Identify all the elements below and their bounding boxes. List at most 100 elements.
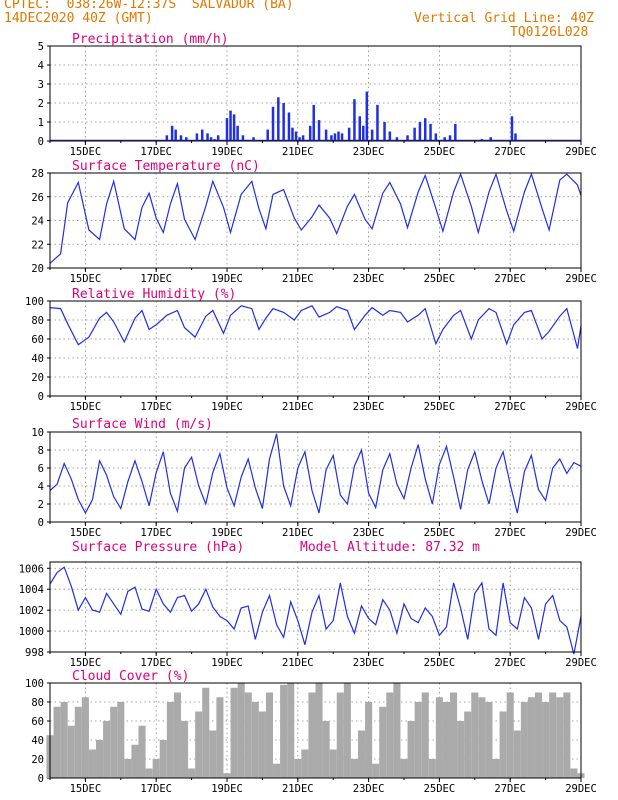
precip-bar: [330, 135, 333, 141]
precip-bar: [514, 133, 517, 141]
y-tick-label: 5: [38, 41, 44, 53]
cloud-bar: [124, 759, 132, 778]
cloud-bar: [570, 768, 578, 778]
precip-bar: [298, 137, 301, 141]
x-tick-label: 25DEC: [424, 146, 456, 158]
precip-bar: [423, 118, 427, 141]
wind-series-line: [49, 433, 582, 515]
cloud-bar: [159, 740, 167, 778]
y-tick-label: 1000: [19, 626, 44, 638]
cloud-bar: [287, 683, 295, 778]
x-tick-label: 19DEC: [211, 146, 243, 158]
cloud-bar: [336, 692, 344, 778]
cloud-bar: [365, 702, 373, 778]
x-tick-label: 25DEC: [424, 401, 456, 413]
precip-bar: [195, 133, 199, 141]
y-tick-label: 0: [38, 773, 44, 785]
x-tick-label: 25DEC: [424, 527, 456, 539]
precip-bar: [266, 129, 269, 141]
precip-bar: [395, 137, 399, 141]
plot-frame: [49, 300, 582, 397]
cloud-bar: [265, 692, 274, 778]
cloud-bar: [110, 706, 118, 778]
cloud-bar: [53, 706, 61, 778]
x-tick-label: 21DEC: [282, 146, 314, 158]
cloud-bar: [308, 692, 316, 778]
cloud-bar: [74, 706, 82, 778]
cloud-bar: [329, 749, 337, 778]
precip-bar: [185, 137, 188, 141]
cloud-bar: [166, 702, 174, 778]
x-tick-label: 17DEC: [140, 146, 172, 158]
precip-bar: [406, 135, 409, 141]
cloud-bar: [180, 721, 189, 778]
cloud-bar: [492, 759, 500, 778]
panel-title: Surface Temperature (nC): [72, 159, 260, 174]
cloud-bar: [386, 692, 394, 778]
x-tick-label: 21DEC: [282, 527, 314, 539]
cloud-bar: [534, 692, 543, 778]
humidity-series-line: [49, 305, 582, 349]
x-tick-label: 15DEC: [70, 273, 102, 285]
panel-humidity: 0 20 40 60 80 100 15DEC 17DEC 19DEC 21DEC 23DEC 25D…: [25, 287, 597, 413]
cloud-bar: [407, 721, 415, 778]
y-tick-label: 24: [31, 216, 44, 228]
precip-bar: [510, 116, 514, 141]
panel-title: Precipitation (mm/h): [72, 32, 229, 47]
precip-bar: [308, 125, 312, 141]
x-tick-label: 21DEC: [282, 273, 314, 285]
cloud-bar: [542, 702, 550, 778]
cloud-bar: [372, 763, 380, 778]
y-tick-label: 6: [38, 463, 44, 475]
cloud-bar: [421, 692, 429, 778]
cloud-bar: [273, 763, 281, 778]
y-tick-label: 10: [31, 427, 44, 439]
station-header: CPTEC: 038:26W-12:37S SALVADOR (BA): [4, 0, 294, 12]
cloud-bar: [209, 730, 217, 778]
x-tick-label: 23DEC: [353, 146, 385, 158]
x-tick-label: 29DEC: [565, 783, 597, 795]
y-tick-label: 80: [31, 697, 44, 709]
precip-bar: [324, 129, 328, 141]
plot-frame: [49, 45, 582, 142]
cloud-bar: [251, 702, 259, 778]
cloud-bar: [117, 702, 125, 778]
x-tick-label: 17DEC: [140, 783, 172, 795]
precip-bar: [216, 135, 220, 141]
x-tick-label: 29DEC: [565, 527, 597, 539]
cloud-bar: [138, 725, 146, 778]
y-tick-label: 80: [31, 315, 44, 327]
precip-bar: [383, 122, 386, 141]
precip-bar: [434, 133, 438, 141]
cloud-bar: [244, 692, 252, 778]
precip-bar: [241, 135, 245, 141]
precip-bar: [209, 137, 213, 141]
model-id-header: TQ0126L028: [510, 25, 589, 40]
precip-bar: [236, 125, 239, 141]
precip-bar: [291, 127, 294, 141]
cloud-bar: [428, 759, 436, 778]
y-tick-label: 28: [31, 168, 44, 180]
y-tick-label: 40: [31, 735, 44, 747]
precip-bar: [179, 135, 183, 141]
panel-cloud: 0 20 40 60 80 100 15DEC 17DEC 19DEC 21DEC 23DEC 25D…: [25, 669, 597, 795]
precip-bar: [225, 118, 229, 141]
cloud-bar: [350, 759, 358, 778]
precip-bar: [448, 135, 452, 141]
y-tick-label: 20: [31, 754, 44, 766]
x-tick-label: 19DEC: [211, 527, 243, 539]
cloud-bar: [435, 697, 443, 778]
x-tick-label: 17DEC: [140, 273, 172, 285]
precip-bar: [429, 123, 432, 141]
y-tick-label: 100: [25, 296, 44, 308]
precip-bar: [294, 131, 298, 141]
x-tick-label: 17DEC: [140, 657, 172, 669]
cloud-bar: [556, 697, 564, 778]
precip-bar: [443, 137, 446, 141]
x-tick-label: 21DEC: [282, 401, 314, 413]
precip-bar: [489, 137, 492, 141]
cloud-bar: [549, 692, 557, 778]
precip-bar: [376, 104, 379, 141]
precip-bar: [370, 129, 374, 141]
